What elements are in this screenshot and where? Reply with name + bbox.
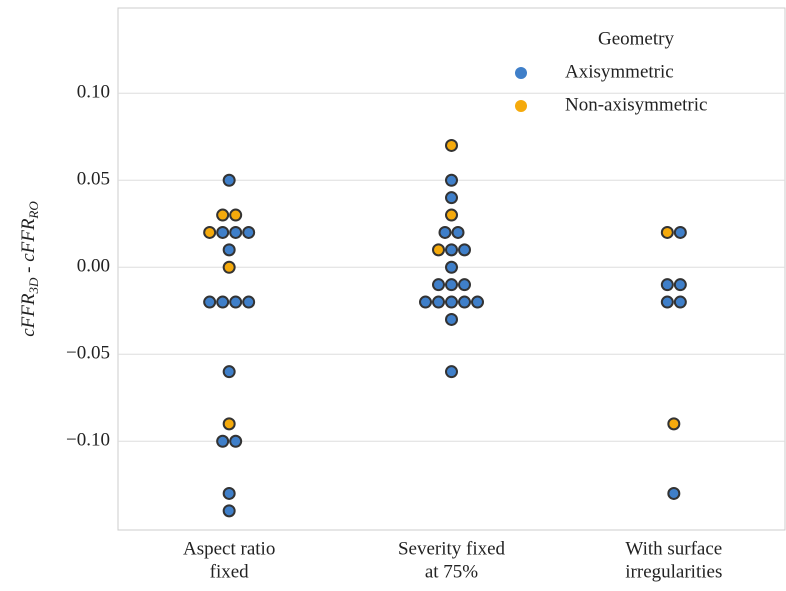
data-point (445, 295, 458, 309)
data-point (432, 278, 445, 292)
data-point (222, 504, 236, 518)
data-point (438, 225, 452, 239)
data-point (673, 295, 687, 309)
data-point (229, 225, 243, 239)
y-label-sub: 3D (26, 277, 41, 295)
data-point (216, 225, 230, 239)
data-point (222, 173, 236, 187)
y-tick-label: 0.10 (77, 82, 110, 103)
data-point (445, 260, 458, 274)
legend-label: Non-axisymmetric (565, 94, 707, 115)
legend-title: Geometry (598, 28, 674, 49)
x-tick-label: Aspect ratio (183, 538, 275, 559)
data-point (216, 208, 230, 222)
legend-marker (515, 67, 527, 79)
data-point (203, 225, 217, 239)
data-point (216, 434, 230, 448)
data-point (229, 208, 243, 222)
data-point (660, 225, 674, 239)
data-point (222, 365, 236, 379)
data-point (458, 278, 471, 292)
data-point (432, 243, 445, 257)
data-point (445, 191, 458, 205)
legend-label: Axisymmetric (565, 61, 674, 82)
y-tick-label: −0.10 (66, 430, 110, 451)
data-point (419, 295, 432, 309)
data-point (667, 417, 681, 431)
data-point (242, 225, 256, 239)
data-point (673, 278, 687, 292)
data-point (445, 173, 458, 187)
x-tick-label: Severity fixed (398, 538, 506, 559)
data-point (222, 417, 236, 431)
data-point (222, 243, 236, 257)
x-tick-label: at 75% (425, 561, 478, 582)
data-point (458, 243, 471, 257)
data-point (660, 278, 674, 292)
data-point (203, 295, 217, 309)
data-point (445, 278, 458, 292)
data-point (432, 295, 445, 309)
data-point (445, 243, 458, 257)
data-point (471, 295, 484, 309)
legend-marker (515, 100, 527, 112)
x-tick-label: irregularities (625, 561, 722, 582)
data-point (445, 138, 458, 152)
y-label-sub: RO (26, 201, 41, 220)
data-point (242, 295, 256, 309)
data-point (222, 486, 236, 500)
data-point (667, 486, 681, 500)
data-point (660, 295, 674, 309)
data-point (229, 295, 243, 309)
data-point (216, 295, 230, 309)
x-tick-label: fixed (210, 561, 250, 582)
data-point (222, 260, 236, 274)
x-tick-label: With surface (625, 538, 722, 559)
data-point (229, 434, 243, 448)
data-point (445, 365, 458, 379)
data-point (445, 208, 458, 222)
y-tick-label: 0.00 (77, 256, 110, 277)
y-label-part: - cFFR (18, 218, 39, 277)
data-point (445, 312, 458, 326)
y-tick-label: −0.05 (66, 343, 110, 364)
data-point (673, 225, 687, 239)
y-tick-label: 0.05 (77, 169, 110, 190)
y-label-part: cFFR (18, 293, 39, 337)
data-point (451, 225, 465, 239)
y-axis-label: cFFR3D - cFFRRO (18, 201, 41, 337)
data-point (458, 295, 471, 309)
